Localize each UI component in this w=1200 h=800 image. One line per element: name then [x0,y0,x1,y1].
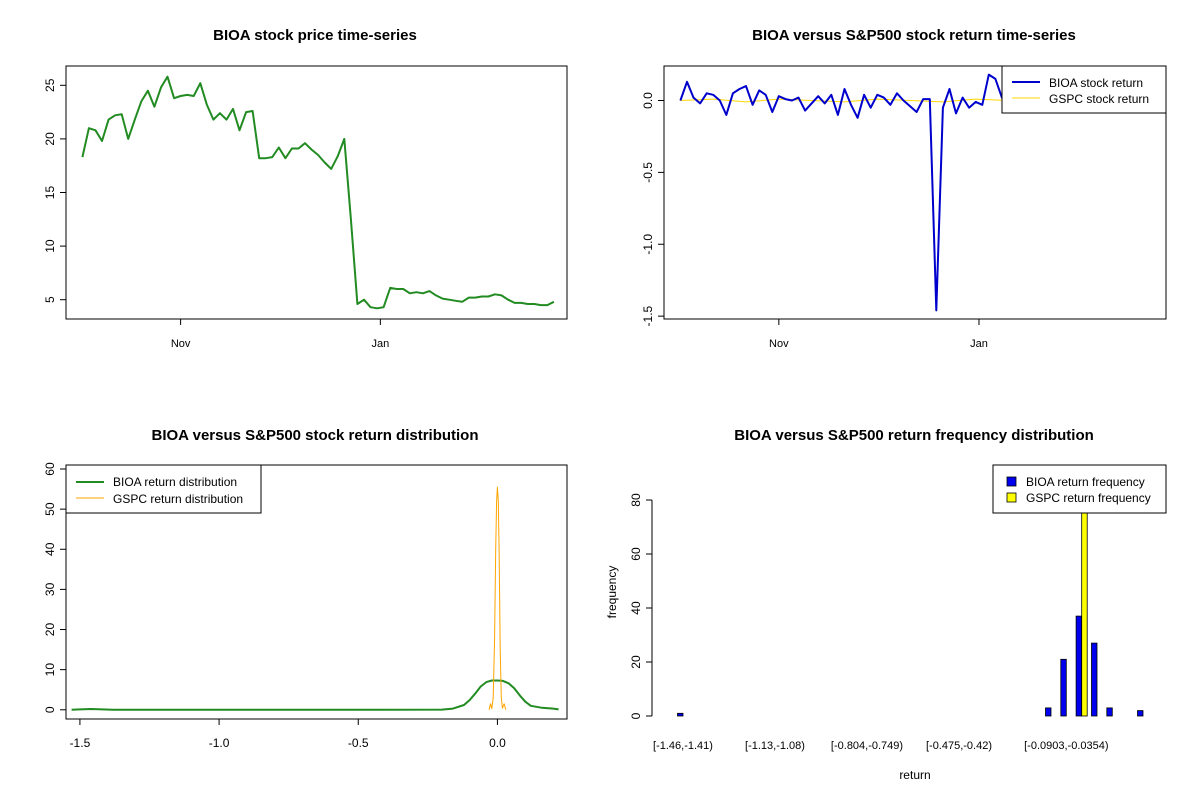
chart-title-price: BIOA stock price time-series [213,27,417,44]
x-axis-density: -1.5 -1.0 -0.5 0.0 [70,718,506,750]
y-tick-label: 20 [629,655,643,669]
y-tick-label: 30 [43,582,57,596]
legend-frequency: BIOA return frequency GSPC return freque… [992,464,1167,514]
legend-label-bioa-frequency: BIOA return frequency [1026,475,1145,489]
y-tick-label: 10 [43,663,57,677]
legend-label-gspc-distribution: GSPC return distribution [113,492,243,506]
x-tick-label: Jan [970,338,988,350]
legend-box-frequency [992,464,1167,514]
series-line-bioa-distribution [71,679,559,711]
legend-label-gspc-return: GSPC stock return [1049,92,1149,106]
y-tick-label: 20 [43,132,57,146]
y-tick-label: 50 [43,502,57,516]
x-tick-label: -1.5 [70,736,91,750]
legend-density: BIOA return distribution GSPC return dis… [65,464,262,514]
bar-bioa-frequency [677,712,684,717]
y-tick-label: 0 [43,706,57,713]
chart-title-frequency: BIOA versus S&P500 return frequency dist… [734,427,1094,444]
x-axis-price: Nov Jan [171,319,389,350]
y-axis-frequency: 0 20 40 60 80 [629,493,653,719]
bar-bioa-frequency [1045,707,1052,717]
y-tick-label: -1.0 [641,234,655,255]
y-tick-label: 5 [43,296,57,303]
x-tick-label: Jan [371,338,389,350]
y-tick-label: 0.0 [641,92,655,109]
bars-frequency [677,511,1144,717]
legend-label-gspc-frequency: GSPC return frequency [1026,491,1151,505]
y-tick-label: 10 [43,239,57,253]
legend-label-bioa-distribution: BIOA return distribution [113,475,237,489]
x-tick-label: [-1.13,-1.08) [745,740,805,752]
series-density [71,486,559,711]
legend-swatch-bioa-frequency [1006,476,1017,487]
series-line-bioa-return [679,73,1055,312]
panel-returns: BIOA versus S&P500 stock return time-ser… [641,27,1167,350]
bar-gspc-frequency [1081,511,1088,717]
y-tick-label: 60 [629,547,643,561]
x-tick-label: [-0.804,-0.749) [831,740,903,752]
legend-label-bioa-return: BIOA stock return [1049,76,1143,90]
x-tick-label: 0.0 [489,736,506,750]
x-tick-label: [-0.475,-0.42) [926,740,992,752]
x-axis-frequency: [-1.46,-1.41) [-1.13,-1.08) [-0.804,-0.749… [653,740,1108,752]
x-tick-label: [-1.46,-1.41) [653,740,713,752]
y-tick-label: 0 [629,712,643,719]
chart-title-density: BIOA versus S&P500 stock return distribu… [151,427,478,444]
y-tick-label: -0.5 [641,162,655,183]
series-returns [679,73,1055,312]
bar-bioa-frequency [1075,615,1082,717]
legend-box-returns [1001,65,1167,114]
series-price [81,75,555,310]
y-tick-label: 25 [43,78,57,92]
chart-title-returns: BIOA versus S&P500 stock return time-ser… [752,27,1076,44]
y-tick-label: 60 [43,462,57,476]
panel-frequency: BIOA versus S&P500 return frequency dist… [605,427,1167,782]
x-axis-label-frequency: return [899,768,930,782]
legend-returns: BIOA stock return GSPC stock return [1001,65,1167,114]
bar-bioa-frequency [1106,707,1113,717]
series-line-gspc-distribution [488,486,507,710]
x-tick-label: -0.5 [348,736,369,750]
y-tick-label: 20 [43,623,57,637]
bar-bioa-frequency [1137,710,1144,717]
y-tick-label: 15 [43,186,57,200]
panel-price: BIOA stock price time-series Nov Jan 5 10 1… [43,27,568,350]
y-axis-price: 5 10 15 20 25 [43,78,67,303]
x-tick-label: Nov [171,338,191,350]
y-tick-label: 40 [629,601,643,615]
x-tick-label: -1.0 [209,736,230,750]
bar-bioa-frequency [1060,658,1067,717]
y-axis-label-frequency: frequency [605,566,619,619]
x-axis-returns: Nov Jan [769,319,988,350]
x-tick-label: [-0.0903,-0.0354) [1024,740,1108,752]
legend-box-density [65,464,262,514]
legend-swatch-gspc-frequency [1006,492,1017,503]
series-line-bioa-price [81,75,555,310]
panel-density: BIOA versus S&P500 stock return distribu… [43,427,568,750]
bar-bioa-frequency [1091,642,1098,717]
x-tick-label: Nov [769,338,789,350]
y-axis-returns: 0.0 -0.5 -1.0 -1.5 [641,92,665,326]
y-tick-label: -1.5 [641,305,655,326]
y-tick-label: 80 [629,493,643,507]
y-axis-density: 0 10 20 30 40 50 60 [43,462,67,713]
y-tick-label: 40 [43,542,57,556]
